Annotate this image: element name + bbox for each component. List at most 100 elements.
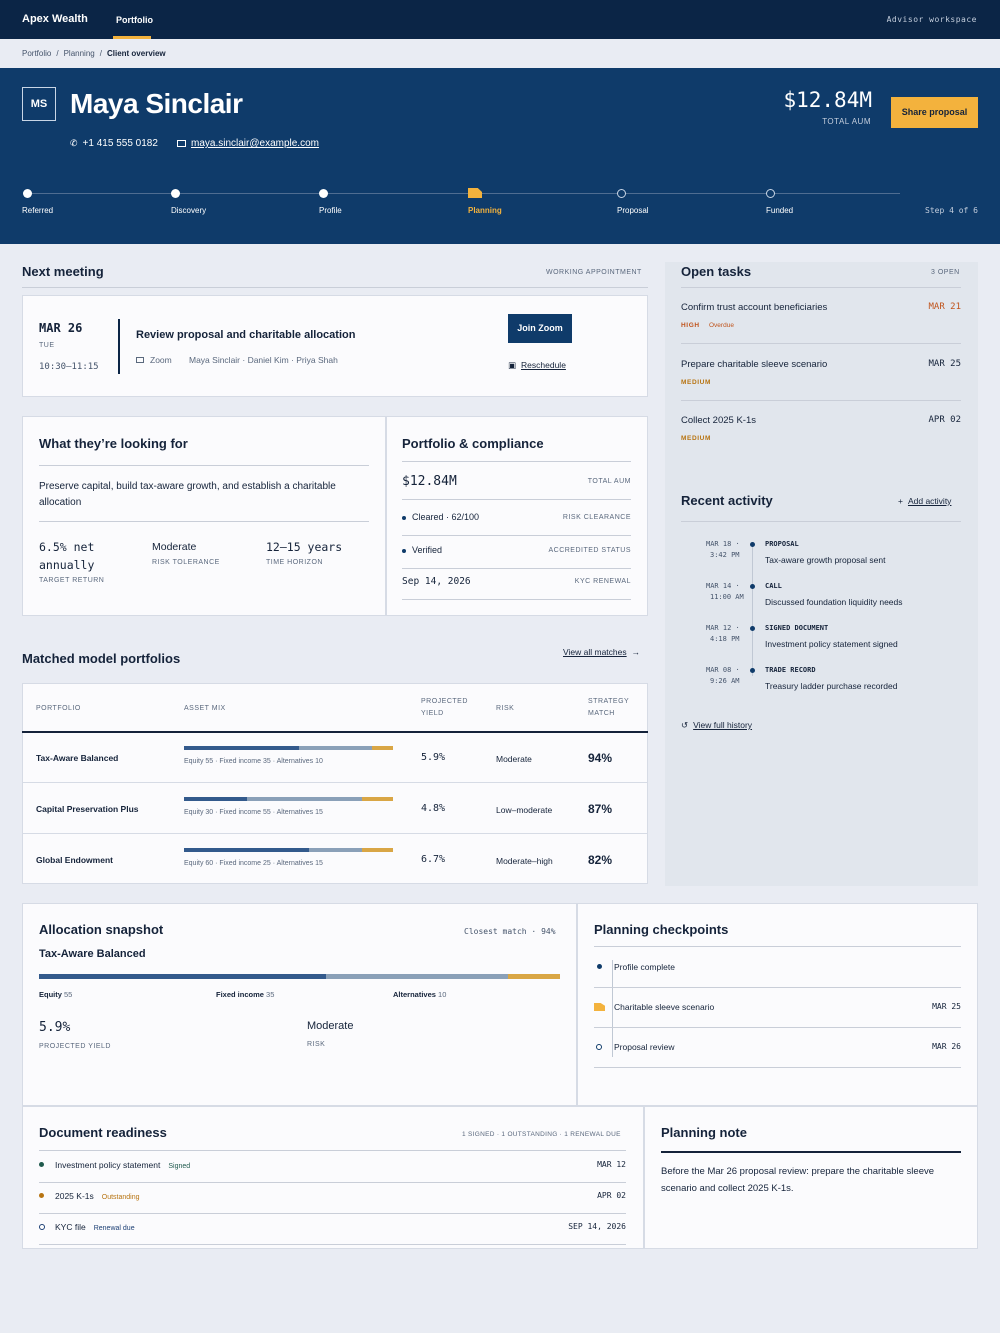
meeting-title: Review proposal and charitable allocatio…	[136, 329, 356, 341]
document-date: MAR 12	[597, 1160, 626, 1169]
allocation-card	[22, 903, 577, 1106]
status-dot-icon	[402, 516, 406, 520]
divider	[594, 1027, 961, 1028]
goals-card	[22, 416, 386, 616]
allocation-yield: 5.9%	[39, 1020, 71, 1035]
client-phone[interactable]: ✆ +1 415 555 0182	[70, 138, 158, 149]
recent-activity-heading: Recent activity	[681, 493, 773, 508]
checkpoint-date: MAR 26	[932, 1042, 961, 1051]
reschedule-link[interactable]: ▣ Reschedule	[508, 360, 566, 371]
activity-dot-icon	[750, 542, 755, 547]
compliance-value: Verified	[412, 545, 443, 555]
allocation-segment	[507, 974, 560, 979]
asset-mix-segment	[184, 746, 299, 750]
allocation-legend-value: 35	[263, 990, 275, 999]
checkpoint-line	[612, 960, 613, 1057]
activity-date: MAR 12 ·	[706, 624, 740, 632]
divider	[39, 1182, 626, 1183]
goals-summary: Preserve capital, build tax-aware growth…	[39, 481, 336, 508]
activity-dot-icon	[750, 626, 755, 631]
asset-mix-segment	[246, 797, 362, 801]
client-email[interactable]: maya.sinclair@example.com	[177, 138, 319, 149]
meeting-card	[22, 295, 648, 397]
step-counter: Step 4 of 6	[925, 206, 978, 215]
activity-text[interactable]: Tax-aware growth proposal sent	[765, 555, 886, 565]
checkpoint-label[interactable]: Profile complete	[614, 962, 675, 972]
step-dot-profile	[319, 189, 328, 198]
tab-portfolio[interactable]: Portfolio	[108, 0, 158, 39]
risk-level: Low–moderate	[496, 805, 553, 815]
divider	[594, 946, 961, 947]
step-label-profile[interactable]: Profile	[319, 206, 342, 215]
portfolio-name[interactable]: Tax-Aware Balanced	[36, 753, 119, 763]
checkpoint-label[interactable]: Proposal review	[614, 1042, 675, 1052]
note-rule	[661, 1151, 961, 1153]
step-label-planning[interactable]: Planning	[468, 206, 502, 215]
table-header-risk: RISK	[496, 705, 515, 712]
closest-match-label: Closest match · 94%	[464, 927, 556, 936]
documents-heading: Document readiness	[39, 1125, 167, 1140]
divider	[681, 521, 961, 522]
add-activity-button[interactable]: + Add activity	[898, 496, 951, 506]
document-row[interactable]: Investment policy statement Signed	[55, 1160, 190, 1170]
client-header	[0, 68, 1000, 244]
step-label-referred[interactable]: Referred	[22, 206, 54, 215]
join-zoom-button[interactable]: Join Zoom	[508, 314, 572, 343]
brand-logo[interactable]: Apex Wealth	[22, 13, 88, 25]
task-title[interactable]: Prepare charitable sleeve scenario	[681, 359, 828, 370]
allocation-legend-name: Equity	[39, 990, 62, 999]
task-due-date: APR 02	[928, 415, 961, 425]
divider	[681, 343, 961, 344]
compliance-label: TOTAL AUM	[587, 478, 631, 485]
video-icon	[136, 357, 144, 363]
step-label-funded[interactable]: Funded	[766, 206, 794, 215]
progress-track	[27, 193, 900, 194]
document-row[interactable]: 2025 K-1s Outstanding	[55, 1191, 140, 1201]
task-title[interactable]: Confirm trust account beneficiaries	[681, 302, 828, 313]
compliance-value: Cleared · 62/100	[412, 512, 480, 522]
activity-time: 4:18 PM	[710, 635, 740, 643]
table-row[interactable]	[22, 835, 648, 885]
task-due-date: MAR 21	[928, 302, 961, 312]
document-name: 2025 K-1s	[55, 1191, 94, 1201]
activity-timeline-line	[752, 546, 753, 676]
open-task-count: 3 OPEN	[931, 269, 960, 276]
share-proposal-button[interactable]: Share proposal	[891, 97, 978, 128]
task-title[interactable]: Collect 2025 K-1s	[681, 415, 756, 426]
meeting-divider	[118, 319, 120, 374]
portfolio-name[interactable]: Capital Preservation Plus	[36, 804, 139, 814]
view-all-matches-link[interactable]: View all matches →	[563, 647, 640, 657]
note-card	[644, 1106, 978, 1249]
activity-text[interactable]: Treasury ladder purchase recorded	[765, 681, 898, 691]
document-status: Renewal due	[93, 1225, 135, 1232]
document-row[interactable]: KYC file Renewal due	[55, 1222, 135, 1232]
step-dot-proposal	[617, 189, 626, 198]
checkpoints-card	[577, 903, 978, 1106]
step-label-discovery[interactable]: Discovery	[171, 206, 207, 215]
sidebar-panel	[665, 262, 978, 886]
divider	[402, 568, 631, 569]
projected-yield: 5.9%	[421, 752, 446, 763]
step-label-proposal[interactable]: Proposal	[617, 206, 649, 215]
allocation-risk: Moderate	[307, 1020, 354, 1032]
breadcrumb-planning[interactable]: Planning	[63, 49, 95, 58]
checkpoint-current-flag-icon	[594, 1003, 605, 1011]
compliance-label: ACCREDITED STATUS	[548, 547, 631, 554]
activity-dot-icon	[750, 668, 755, 673]
activity-text[interactable]: Discussed foundation liquidity needs	[765, 597, 903, 607]
calendar-icon: ▣	[508, 360, 517, 370]
documents-summary: 1 SIGNED · 1 OUTSTANDING · 1 RENEWAL DUE	[462, 1131, 621, 1138]
task-priority-badge: MEDIUM	[681, 435, 711, 442]
checkpoint-label[interactable]: Charitable sleeve scenario	[614, 1002, 715, 1012]
view-full-history-link[interactable]: ↺ View full history	[681, 720, 752, 731]
risk-level: Moderate–high	[496, 856, 553, 866]
activity-text[interactable]: Investment policy statement signed	[765, 639, 898, 649]
asset-mix-bar	[184, 746, 393, 750]
goal-metric-value: 6.5% net annually	[39, 540, 95, 572]
divider	[594, 987, 961, 988]
activity-date: MAR 08 ·	[706, 666, 740, 674]
breadcrumb-portfolio[interactable]: Portfolio	[22, 49, 52, 58]
portfolio-name[interactable]: Global Endowment	[36, 855, 113, 865]
status-dot-icon	[402, 549, 406, 553]
models-heading: Matched model portfolios	[22, 651, 181, 666]
